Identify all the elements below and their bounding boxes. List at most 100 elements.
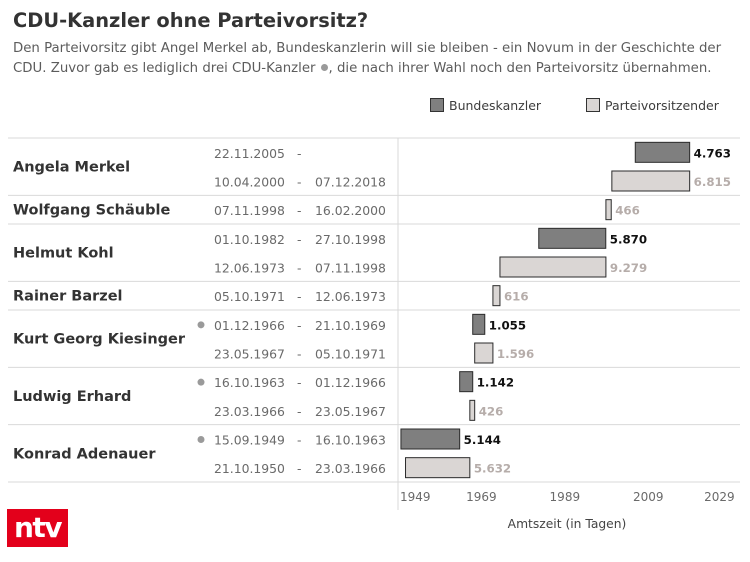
- x-tick-label: 1969: [466, 490, 497, 504]
- chancellor-group: Kurt Georg Kiesinger 01.12.1966-21.10.196…: [13, 313, 534, 364]
- term-start-date: 21.10.1950: [214, 461, 285, 476]
- term-end-date: 21.10.1969: [315, 318, 386, 333]
- value-label-parteivorsitzender: 616: [504, 290, 529, 304]
- date-separator: -: [297, 375, 301, 390]
- value-label-parteivorsitzender: 466: [615, 204, 640, 218]
- term-start-date: 01.12.1966: [214, 318, 285, 333]
- term-row-bundeskanzler: 01.12.1966-21.10.1969 1.055: [197, 313, 526, 335]
- term-start-date: 01.10.1982: [214, 232, 285, 247]
- chancellor-group: Angela Merkel 22.11.2005- 4.763 10.04.2000-…: [13, 141, 731, 192]
- legend-item-bundeskanzler: Bundeskanzler: [430, 97, 541, 113]
- x-tick-label: 1989: [550, 490, 581, 504]
- bar-bundeskanzler: [400, 428, 461, 450]
- legend-swatch-bundeskanzler: [430, 98, 444, 112]
- term-start-date: 15.09.1949: [214, 433, 285, 448]
- term-end-date: 23.05.1967: [315, 404, 386, 419]
- term-end-date: 12.06.1973: [315, 289, 386, 304]
- date-separator: -: [297, 461, 301, 476]
- bar-parteivorsitzender: [474, 342, 494, 364]
- chancellor-group: Ludwig Erhard 16.10.1963-01.12.1966 1.142 2…: [13, 371, 514, 421]
- bar-parteivorsitzender: [469, 399, 476, 421]
- x-tick-label: 2009: [633, 490, 664, 504]
- term-start-date: 23.03.1966: [214, 404, 285, 419]
- term-end-date: 05.10.1971: [315, 347, 386, 362]
- subtitle-text-before-marker: CDU. Zuvor gab es lediglich drei CDU-Kan…: [13, 61, 316, 76]
- legend-label-bundeskanzler: Bundeskanzler: [449, 97, 542, 113]
- term-row-parteivorsitzender: 05.10.1971-12.06.1973 616: [214, 285, 529, 307]
- term-start-date: 12.06.1973: [214, 261, 285, 276]
- term-row-parteivorsitzender: 21.10.1950-23.03.1966 5.632: [214, 457, 511, 479]
- date-separator: -: [297, 289, 301, 304]
- term-start-date: 05.10.1971: [214, 289, 285, 304]
- date-separator: -: [297, 347, 301, 362]
- x-tick-label: 1949: [400, 490, 431, 504]
- date-separator: -: [297, 318, 301, 333]
- row-dividers: [8, 137, 740, 510]
- chancellor-group: Rainer Barzel 05.10.1971-12.06.1973 616: [13, 285, 529, 307]
- value-label-parteivorsitzender: 1.596: [497, 347, 534, 361]
- term-end-date: 16.02.2000: [315, 203, 386, 218]
- date-separator: -: [297, 404, 301, 419]
- party-chair-after-election-dot: [197, 436, 205, 444]
- bar-parteivorsitzender: [492, 285, 501, 307]
- value-label-bundeskanzler: 5.870: [610, 232, 647, 246]
- party-chair-after-election-dot: [197, 321, 205, 329]
- subtitle-marker-dot: [320, 64, 328, 71]
- value-label-bundeskanzler: 5.144: [464, 433, 501, 447]
- term-row-parteivorsitzender: 23.05.1967-05.10.1971 1.596: [214, 342, 534, 364]
- value-label-parteivorsitzender: 426: [479, 404, 504, 418]
- term-row-parteivorsitzender: 23.03.1966-23.05.1967 426: [214, 399, 504, 421]
- x-tick-label: 2029: [704, 490, 735, 504]
- chancellor-name: Konrad Adenauer: [13, 446, 156, 462]
- term-start-date: 23.05.1967: [214, 347, 285, 362]
- party-chair-after-election-dot: [197, 378, 205, 386]
- date-separator: -: [297, 146, 301, 161]
- date-separator: -: [297, 433, 301, 448]
- term-row-parteivorsitzender: 10.04.2000-07.12.2018 6.815: [214, 170, 731, 192]
- chancellor-name: Kurt Georg Kiesinger: [13, 332, 186, 348]
- subtitle-line-1: Den Parteivorsitz gibt Angel Merkel ab, …: [13, 41, 722, 56]
- bar-parteivorsitzender: [499, 256, 607, 278]
- term-row-bundeskanzler: 22.11.2005- 4.763: [214, 141, 731, 163]
- chancellor-group: Konrad Adenauer 15.09.1949-16.10.1963 5.14…: [13, 428, 511, 479]
- chancellor-group: Wolfgang Schäuble 07.11.1998-16.02.2000 46…: [13, 199, 640, 221]
- term-start-date: 07.11.1998: [214, 203, 285, 218]
- bar-parteivorsitzender: [405, 457, 471, 479]
- chancellor-name: Helmut Kohl: [13, 246, 114, 262]
- x-axis-label: Amtszeit (in Tagen): [508, 517, 627, 531]
- term-end-date: 01.12.1966: [315, 375, 386, 390]
- term-row-bundeskanzler: 16.10.1963-01.12.1966 1.142: [197, 371, 514, 393]
- chart-rows: Angela Merkel22.11.2005-4.76310.04.2000-…: [13, 141, 731, 479]
- date-separator: -: [297, 175, 301, 190]
- subtitle-line-2: CDU. Zuvor gab es lediglich drei CDU-Kan…: [13, 59, 721, 79]
- term-end-date: 23.03.1966: [315, 461, 386, 476]
- subtitle-text-after-marker: , die nach ihrer Wahl noch den Parteivor…: [328, 61, 712, 76]
- term-row-parteivorsitzender: 12.06.1973-07.11.1998 9.279: [214, 256, 647, 278]
- bar-bundeskanzler: [538, 227, 607, 249]
- chancellor-group: Helmut Kohl 01.10.1982-27.10.1998 5.870 12.…: [13, 227, 647, 278]
- term-end-date: 07.12.2018: [315, 175, 386, 190]
- date-separator: -: [297, 261, 301, 276]
- term-start-date: 10.04.2000: [214, 175, 285, 190]
- term-end-date: 16.10.1963: [315, 433, 386, 448]
- value-label-parteivorsitzender: 5.632: [474, 462, 511, 476]
- value-label-bundeskanzler: 1.142: [477, 376, 514, 390]
- chancellor-name: Ludwig Erhard: [13, 389, 131, 405]
- term-end-date: 07.11.1998: [315, 261, 386, 276]
- term-row-bundeskanzler: 15.09.1949-16.10.1963 5.144: [197, 428, 501, 450]
- date-separator: -: [297, 232, 301, 247]
- term-row-bundeskanzler: 01.10.1982-27.10.1998 5.870: [214, 227, 647, 249]
- chancellor-name: Rainer Barzel: [13, 289, 123, 305]
- term-end-date: 27.10.1998: [315, 232, 386, 247]
- value-label-parteivorsitzender: 9.279: [610, 261, 647, 275]
- date-separator: -: [297, 203, 301, 218]
- ntv-logo: ntv: [7, 509, 68, 547]
- value-label-bundeskanzler: 4.763: [694, 146, 731, 160]
- value-label-parteivorsitzender: 6.815: [694, 175, 731, 189]
- value-label-bundeskanzler: 1.055: [489, 318, 526, 332]
- term-start-date: 22.11.2005: [214, 146, 285, 161]
- chancellor-name: Angela Merkel: [13, 160, 130, 176]
- bar-bundeskanzler: [472, 313, 486, 335]
- legend-swatch-parteivorsitzender: [586, 98, 600, 112]
- legend-label-parteivorsitzender: Parteivorsitzender: [605, 97, 719, 113]
